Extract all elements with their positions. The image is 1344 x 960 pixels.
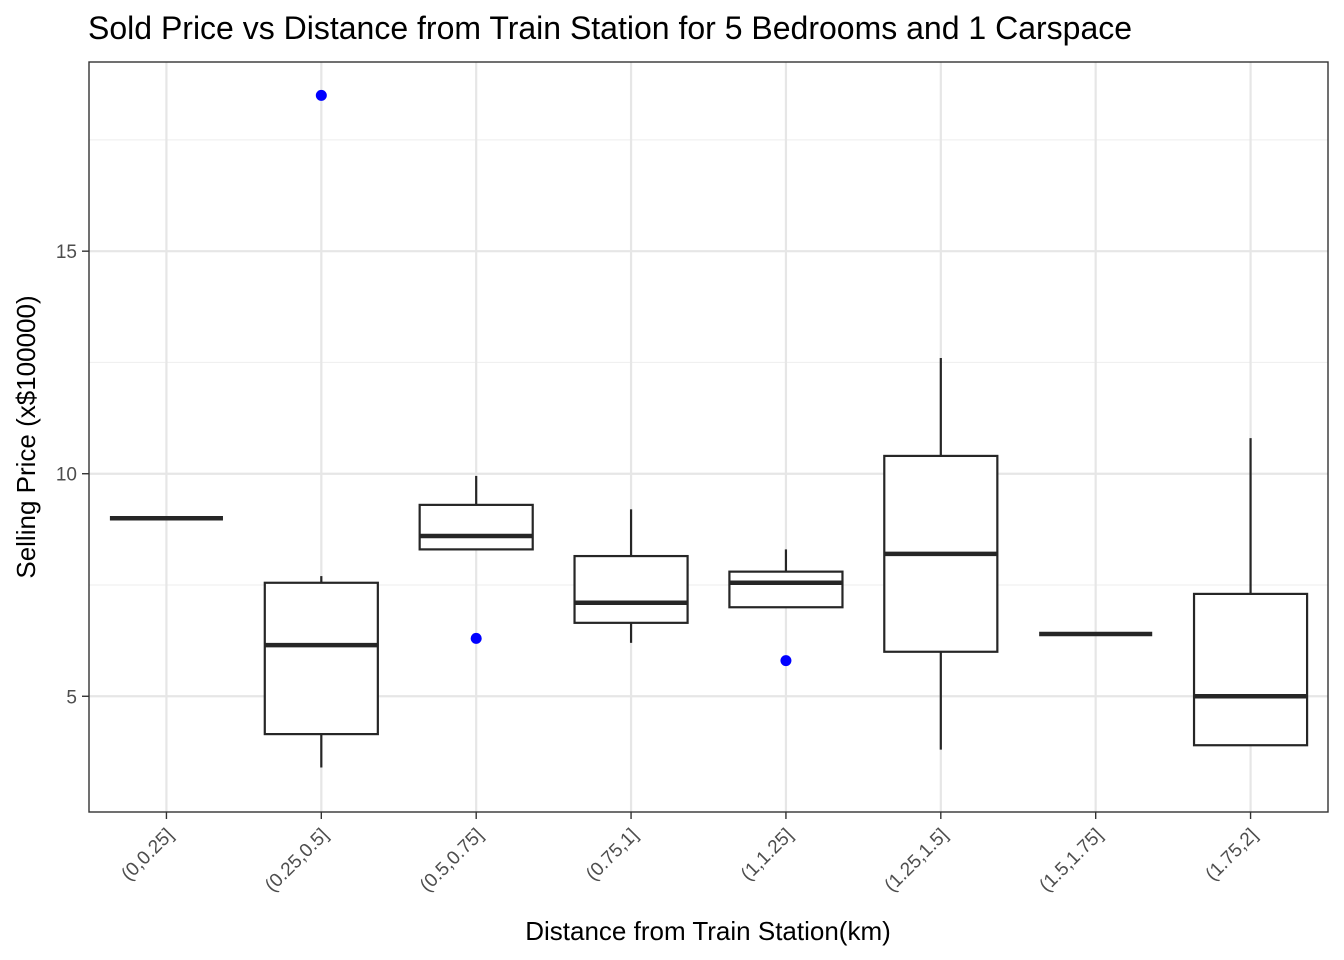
box-iqr xyxy=(728,570,844,609)
x-tick-label: (0.25,0.5] xyxy=(261,825,333,897)
box-group xyxy=(263,89,379,768)
y-axis-title: Selling Price (x$100000) xyxy=(11,295,41,578)
outlier-point xyxy=(315,89,327,101)
box-group xyxy=(1192,438,1309,747)
box-iqr xyxy=(1192,592,1309,747)
outlier-point xyxy=(470,632,482,644)
chart-title: Sold Price vs Distance from Train Statio… xyxy=(88,10,1132,46)
x-tick-label: (1,1.25] xyxy=(737,825,797,885)
box-group xyxy=(728,549,844,667)
x-axis-title: Distance from Train Station(km) xyxy=(525,916,891,946)
box-iqr xyxy=(263,581,379,736)
box-iqr xyxy=(573,554,689,624)
panel-border xyxy=(88,61,1329,813)
y-tick-label: 15 xyxy=(56,242,77,263)
y-tick-label: 10 xyxy=(56,465,77,486)
x-tick-label: (1.5,1.75] xyxy=(1036,825,1108,897)
outlier-point xyxy=(780,655,792,667)
boxplot-marks xyxy=(109,89,1309,768)
box-group xyxy=(573,509,689,643)
box-iqr xyxy=(418,503,534,551)
x-tick-label: (1.25,1.5] xyxy=(881,825,953,897)
box-group xyxy=(418,475,534,644)
x-tick-label: (0.5,0.75] xyxy=(416,825,488,897)
x-tick-label: (0,0.25] xyxy=(118,825,178,885)
x-tick-label: (0.75,1] xyxy=(582,825,642,885)
y-tick-label: 5 xyxy=(66,687,77,708)
box-group xyxy=(883,357,999,750)
x-tick-label: (1.75,2] xyxy=(1202,825,1262,885)
